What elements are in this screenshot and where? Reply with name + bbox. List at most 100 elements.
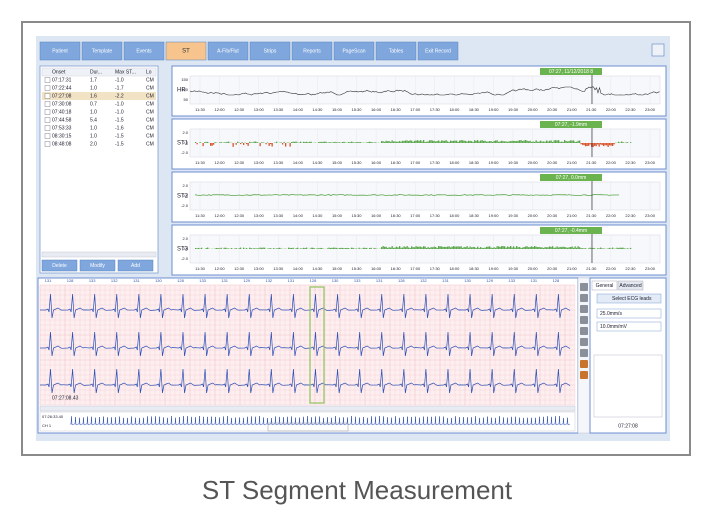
dropdown[interactable] — [596, 321, 662, 332]
marker-box — [540, 68, 602, 75]
st-deviation-bar — [316, 248, 318, 249]
table-cell: CM — [146, 101, 154, 107]
time-label: 21:30 — [586, 107, 597, 112]
settings-tab[interactable] — [617, 280, 644, 291]
row-checkbox[interactable] — [44, 125, 51, 131]
button[interactable] — [41, 259, 78, 272]
row-checkbox[interactable] — [44, 85, 51, 91]
tab[interactable] — [417, 41, 459, 61]
tab[interactable] — [375, 41, 417, 61]
tab[interactable] — [123, 41, 165, 61]
tool-icon[interactable] — [580, 371, 588, 379]
tool-icon[interactable] — [580, 283, 588, 291]
time-label: 14:00 — [293, 107, 304, 112]
dropdown[interactable] — [596, 308, 662, 319]
time-label: 19:00 — [488, 107, 499, 112]
st-deviation-bar — [474, 247, 476, 249]
st-deviation-bar — [268, 143, 270, 146]
st-deviation-bar — [421, 247, 423, 249]
st-deviation-bar — [481, 140, 483, 143]
st-deviation-bar — [484, 140, 486, 143]
st-deviation-bar — [303, 141, 305, 143]
row-checkbox[interactable] — [44, 109, 51, 115]
st-deviation-bar — [270, 143, 272, 145]
tab[interactable] — [39, 41, 81, 61]
st-deviation-bar — [273, 248, 275, 249]
tab[interactable] — [333, 41, 375, 61]
st-deviation-bar — [415, 140, 417, 143]
st-deviation-bar — [397, 141, 399, 143]
st-deviation-bar — [529, 140, 531, 143]
st-deviation-bar — [513, 140, 515, 143]
st-deviation-bar — [402, 140, 404, 143]
st-deviation-bar — [453, 140, 455, 143]
st-deviation-bar — [577, 246, 579, 249]
st-deviation-bar — [502, 246, 504, 249]
time-label: 17:30 — [430, 213, 441, 218]
lead-button[interactable] — [596, 293, 662, 304]
st-deviation-bar — [358, 247, 360, 249]
st-deviation-bar — [553, 247, 555, 249]
tab[interactable] — [207, 41, 249, 61]
st-deviation-bar — [396, 141, 398, 143]
st-deviation-bar — [336, 247, 338, 249]
st-deviation-bar — [391, 246, 393, 249]
st-deviation-bar — [363, 247, 365, 249]
st-deviation-bar — [442, 246, 444, 249]
tab[interactable] — [249, 41, 291, 61]
overview-window — [267, 422, 349, 432]
table-cell: -1.5 — [115, 141, 124, 147]
st-deviation-bar — [369, 141, 371, 143]
time-label: 15:30 — [352, 160, 363, 165]
time-label: 18:00 — [449, 107, 460, 112]
tool-icon[interactable] — [580, 338, 588, 346]
time-label: 11:30 — [195, 213, 205, 218]
table-cell: CM — [146, 141, 154, 147]
st-deviation-bar — [243, 143, 245, 145]
button[interactable] — [117, 259, 154, 272]
st-deviation-bar — [543, 141, 545, 143]
st-deviation-bar — [409, 140, 411, 143]
tab[interactable] — [81, 41, 123, 61]
st-deviation-bar — [342, 247, 344, 249]
st-deviation-bar — [417, 140, 419, 143]
print-icon[interactable] — [651, 43, 665, 57]
marker-label: 07:27, -1.9mm — [555, 122, 587, 128]
table-cell: 07:30:08 — [52, 101, 72, 107]
tool-icon[interactable] — [580, 349, 588, 357]
caption: ST Segment Measurement — [202, 475, 513, 505]
st-deviation-bar — [346, 247, 348, 249]
st-deviation-bar — [426, 141, 428, 143]
st-deviation-bar — [459, 246, 461, 249]
row-checkbox[interactable] — [44, 77, 51, 83]
settings-tab[interactable] — [591, 280, 618, 291]
tool-icon[interactable] — [580, 360, 588, 368]
tool-icon[interactable] — [580, 316, 588, 324]
row-checkbox[interactable] — [44, 93, 51, 99]
button[interactable] — [79, 259, 116, 272]
st-deviation-bar — [253, 141, 255, 143]
tool-icon[interactable] — [580, 327, 588, 335]
row-checkbox[interactable] — [44, 141, 51, 147]
row-checkbox[interactable] — [44, 117, 51, 123]
tab[interactable] — [291, 41, 333, 61]
row-checkbox[interactable] — [44, 133, 51, 139]
marker-label: 07:27, 11/12/2018 8 — [549, 69, 593, 75]
st-deviation-bar — [243, 247, 245, 249]
st-deviation-bar — [214, 142, 216, 143]
st-deviation-bar — [567, 141, 569, 143]
y-tick-label: -2.0 — [181, 150, 189, 155]
row-checkbox[interactable] — [44, 101, 51, 107]
tool-icon[interactable] — [580, 294, 588, 302]
st-deviation-bar — [456, 140, 458, 143]
st-deviation-bar — [454, 140, 456, 143]
st-deviation-bar — [571, 140, 573, 143]
tab[interactable] — [165, 41, 207, 61]
tool-icon[interactable] — [580, 305, 588, 313]
table-cell: -1.6 — [115, 125, 124, 131]
beat-label: 131 — [288, 278, 295, 283]
st-deviation-bar — [328, 142, 330, 143]
st-deviation-bar — [483, 140, 485, 143]
st-deviation-bar — [231, 248, 233, 249]
st-deviation-bar — [406, 140, 408, 143]
